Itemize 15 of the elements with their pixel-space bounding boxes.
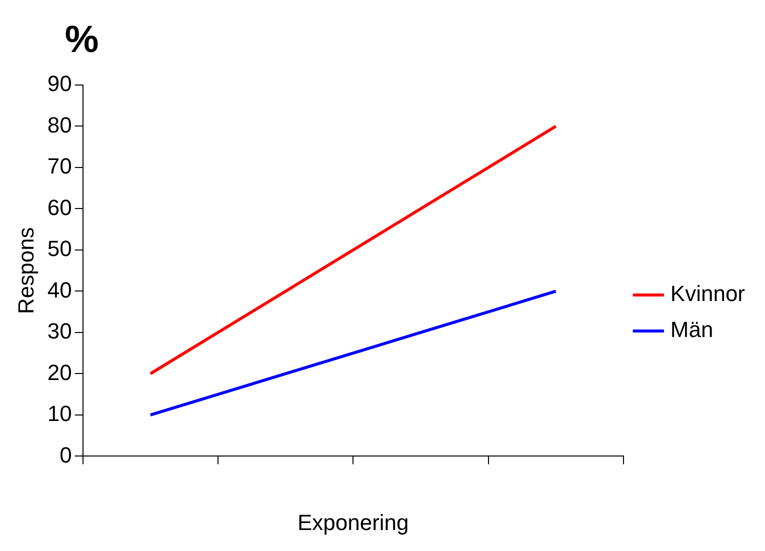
y-tick-label: 50 (47, 236, 72, 262)
x-axis-title: Exponering (297, 510, 409, 535)
legend-label: Män (670, 317, 714, 342)
legend-label: Kvinnor (670, 281, 745, 306)
y-tick-label: 70 (47, 154, 72, 179)
chart-title: % (64, 19, 99, 61)
y-tick-label: 60 (47, 194, 72, 220)
y-tick-label: 30 (47, 318, 72, 344)
y-tick-label: 80 (47, 112, 72, 138)
y-tick-label: 10 (47, 401, 72, 426)
y-tick-label: 0 (60, 442, 72, 468)
y-tick-label: 20 (47, 360, 72, 385)
y-tick-label: 40 (47, 277, 72, 302)
y-axis-title: Respons (13, 227, 38, 314)
y-tick-label: 90 (47, 71, 72, 96)
